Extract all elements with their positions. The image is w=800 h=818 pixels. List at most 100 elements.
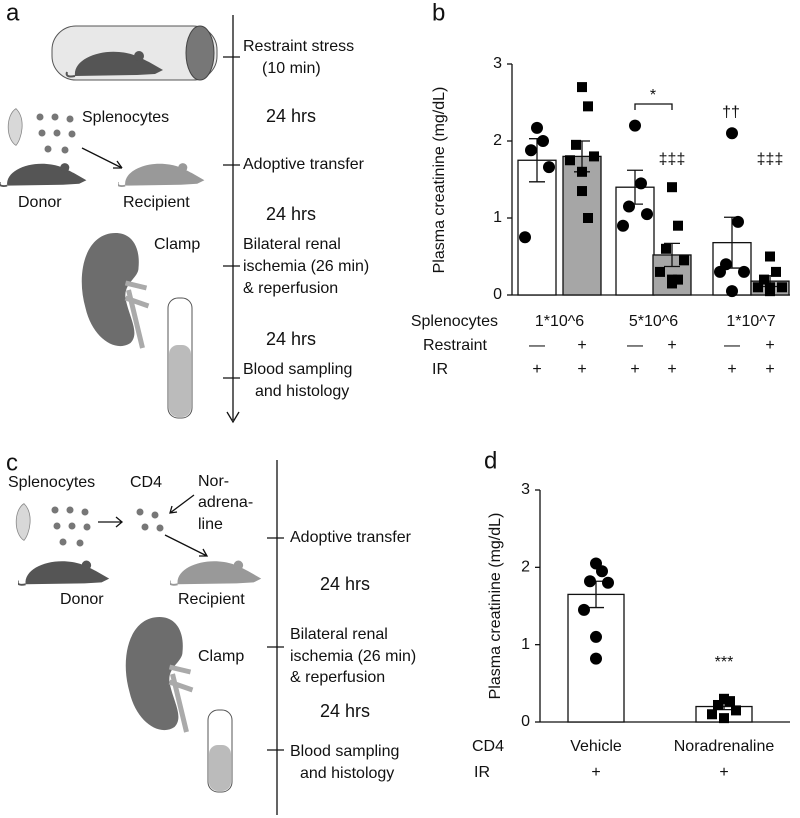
interval: 24 hrs: [320, 701, 370, 721]
row-cell: +: [719, 764, 728, 781]
data-point: [577, 186, 587, 197]
y-tick-label: 0: [521, 713, 530, 730]
data-point: [753, 282, 763, 293]
interval: 24 hrs: [266, 329, 316, 349]
data-point: [629, 119, 641, 132]
step-label: and histology: [255, 383, 349, 400]
data-point: [596, 565, 608, 578]
data-point: [765, 251, 775, 262]
interval: 24 hrs: [266, 106, 316, 126]
y-tick-label: 0: [493, 286, 502, 303]
diagram-label: CD4: [130, 474, 162, 491]
y-tick-label: 1: [521, 636, 530, 653]
data-point: [617, 219, 629, 232]
spleen-icon: [7, 108, 23, 146]
row-cell: 1*10^6: [535, 313, 584, 330]
diagram-a: Splenocytes Donor Recipient Clamp Restra…: [0, 15, 369, 424]
row-cell: 5*10^6: [629, 313, 678, 330]
data-point: [765, 282, 775, 293]
data-point: [667, 182, 677, 193]
panel-label: a: [6, 0, 20, 26]
data-point: [726, 127, 738, 140]
data-point: [584, 575, 596, 588]
interval: 24 hrs: [320, 574, 370, 594]
data-point: [623, 200, 635, 213]
data-point: [661, 243, 671, 254]
recipient-mouse: [170, 559, 263, 586]
data-point: [537, 135, 549, 147]
panel-label: b: [432, 0, 445, 26]
annotation: ‡‡‡: [757, 151, 784, 168]
data-point: [725, 696, 735, 707]
annotation: ††: [722, 104, 740, 121]
row-cell: —: [724, 337, 740, 354]
diagram-label: adrena-: [198, 494, 253, 511]
step-label: Bilateral renal: [290, 626, 388, 643]
blood: [169, 345, 191, 417]
data-point: [635, 177, 647, 190]
data-point: [583, 101, 593, 112]
y-axis-label: Plasma creatinine (mg/dL): [431, 87, 448, 274]
y-tick-label: 2: [521, 559, 530, 576]
row-cell: —: [529, 337, 545, 354]
diagram-label: Donor: [60, 591, 104, 608]
arrow: [169, 494, 195, 514]
row-cell: +: [667, 361, 676, 378]
timeline-arrow: [226, 411, 240, 424]
diagram-label: Clamp: [198, 648, 244, 665]
diagram-label: Clamp: [154, 236, 200, 253]
data-point: [531, 121, 543, 134]
row-cell: +: [577, 361, 586, 378]
step-label: & reperfusion: [243, 280, 338, 297]
data-point: [590, 630, 602, 643]
spleen-icon: [15, 503, 31, 541]
step-label: & reperfusion: [290, 669, 385, 686]
diagram-c: Splenocytes CD4 Nor- adrena- line Donor …: [8, 460, 416, 815]
diagram-label: Recipient: [178, 591, 245, 608]
data-point: [771, 266, 781, 277]
cell-dots: [36, 113, 76, 154]
step-label: (10 min): [262, 60, 321, 77]
bar: [615, 186, 655, 296]
step-label: ischemia (26 min): [243, 258, 369, 275]
data-point: [655, 266, 665, 277]
row-cell: +: [577, 337, 586, 354]
donor-mouse: [18, 559, 111, 586]
data-point: [667, 278, 677, 289]
data-point: [519, 231, 531, 244]
diagram-label: Splenocytes: [8, 474, 95, 491]
diagram-label: Recipient: [123, 194, 190, 211]
data-point: [731, 705, 741, 716]
diagram-label: Donor: [18, 194, 62, 211]
row-cell: +: [630, 361, 639, 378]
step-label: Adoptive transfer: [243, 156, 365, 173]
data-point: [565, 155, 575, 166]
blood: [209, 745, 231, 791]
row-cell: +: [765, 337, 774, 354]
row-label: IR: [474, 764, 490, 781]
row-cell: Noradrenaline: [674, 738, 775, 755]
row-label: Splenocytes: [411, 313, 498, 330]
annotation: ‡‡‡: [659, 151, 686, 168]
row-cell: +: [667, 337, 676, 354]
data-point: [673, 274, 683, 285]
arrow: [164, 534, 209, 557]
row-cell: +: [765, 361, 774, 378]
data-point: [714, 265, 726, 278]
data-point: [589, 151, 599, 162]
annotation: ***: [715, 654, 734, 671]
data-point: [732, 215, 744, 228]
diagram-label: Nor-: [198, 473, 229, 490]
interval: 24 hrs: [266, 204, 316, 224]
tube-cap: [185, 25, 215, 81]
row-cell: —: [627, 337, 643, 354]
row-label: Restraint: [423, 337, 488, 354]
y-tick-label: 3: [493, 55, 502, 72]
step-label: ischemia (26 min): [290, 648, 416, 665]
data-point: [738, 265, 750, 278]
step-label: and histology: [300, 765, 394, 782]
error-bar: [664, 242, 680, 268]
data-point: [577, 166, 587, 177]
row-cell: +: [727, 361, 736, 378]
